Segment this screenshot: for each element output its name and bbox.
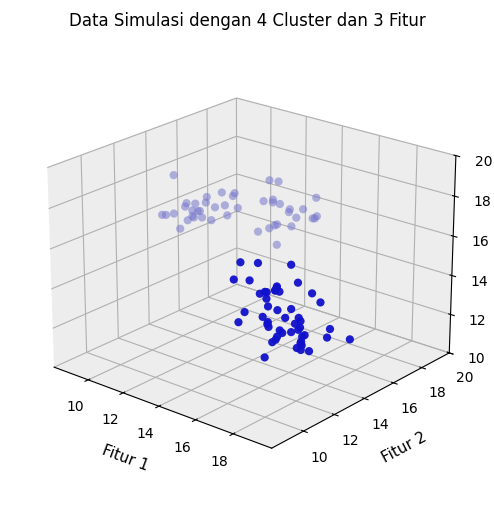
Y-axis label: Fitur 2: Fitur 2 [379,429,429,465]
X-axis label: Fitur 1: Fitur 1 [100,443,150,474]
Title: Data Simulasi dengan 4 Cluster dan 3 Fitur: Data Simulasi dengan 4 Cluster dan 3 Fit… [69,12,425,30]
